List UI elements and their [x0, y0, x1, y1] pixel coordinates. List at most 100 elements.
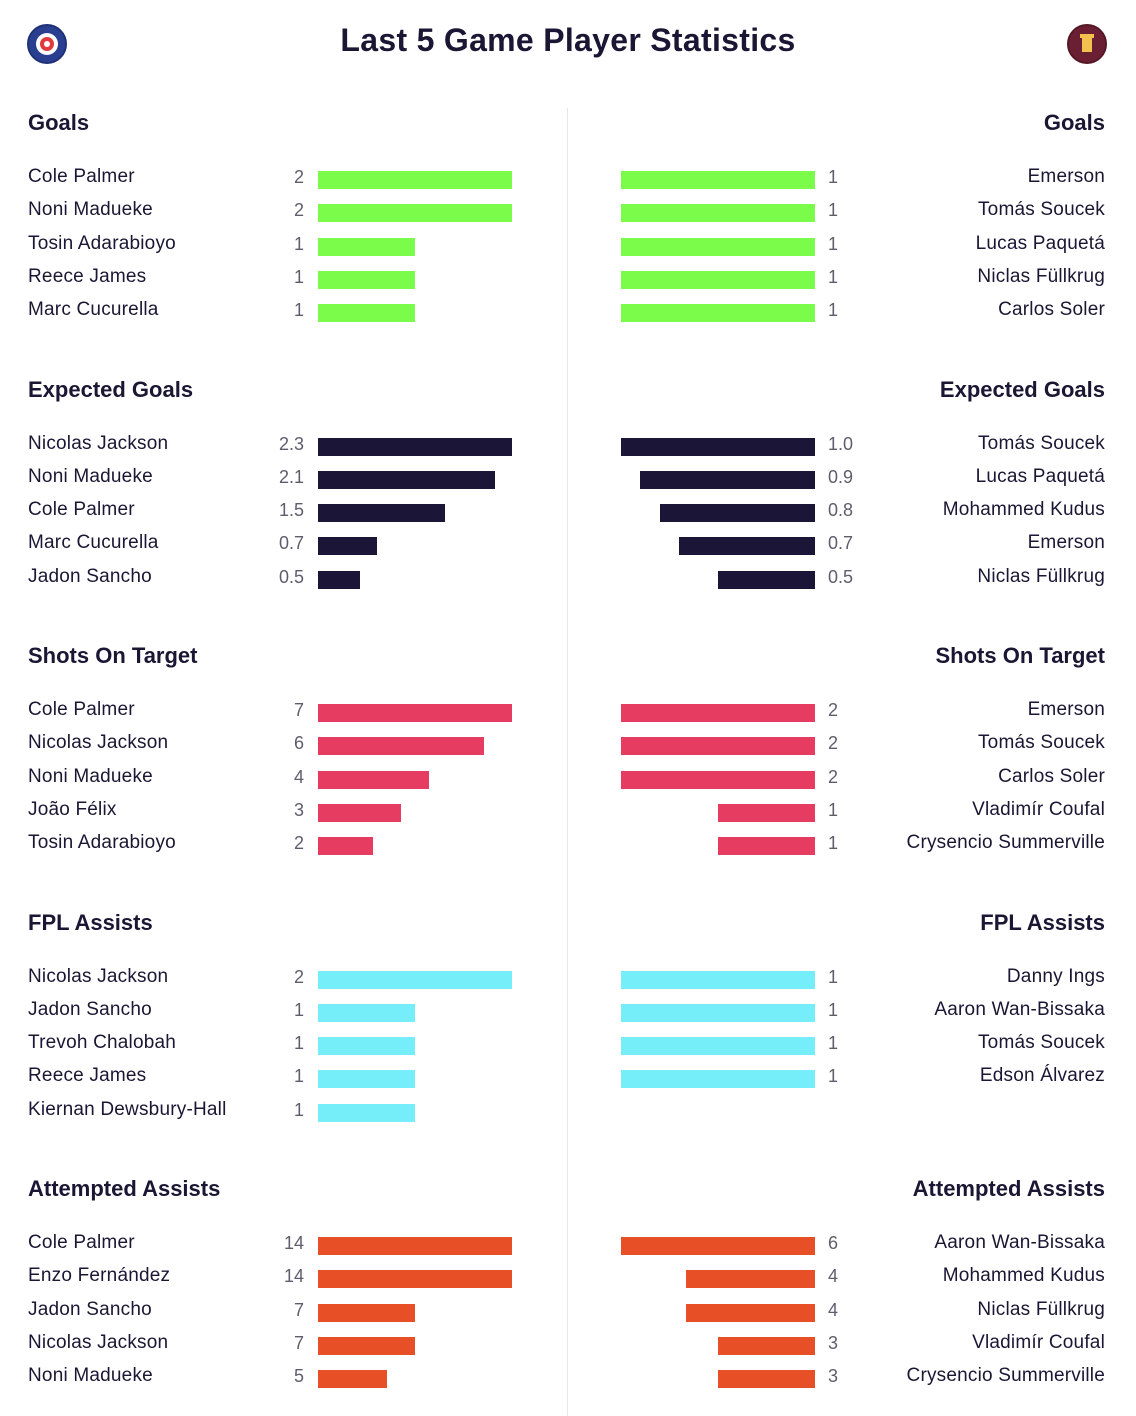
right-bar — [640, 470, 815, 489]
right-player-name: Mohammed Kudus — [942, 1265, 1105, 1287]
right-player-name: Tomás Soucek — [977, 432, 1105, 454]
right-player-name: Niclas Füllkrug — [977, 565, 1105, 587]
right-data-label: 1 — [828, 833, 839, 854]
right-player-name: Emerson — [1027, 532, 1105, 554]
right-section-title: Expected Goals — [939, 376, 1105, 402]
right-bar — [718, 570, 815, 589]
left-data-label: 1 — [293, 266, 304, 287]
left-player-name: Noni Madueke — [28, 465, 153, 487]
left-bar — [318, 537, 377, 556]
left-data-label: 6 — [293, 733, 304, 754]
left-player-name: Nicolas Jackson — [28, 965, 169, 987]
left-data-label: 1 — [293, 1066, 304, 1087]
right-player-name: Tomás Soucek — [977, 732, 1105, 754]
left-bar — [318, 171, 512, 189]
left-bar — [318, 1370, 387, 1389]
right-bar — [621, 704, 815, 722]
right-player-name: Carlos Soler — [998, 299, 1105, 321]
left-data-label: 2 — [293, 833, 304, 854]
right-data-label: 1 — [828, 266, 839, 287]
right-data-label: 2 — [828, 733, 839, 754]
right-bar — [621, 970, 815, 989]
left-player-name: Enzo Fernández — [28, 1265, 171, 1287]
left-section-title: FPL Assists — [28, 909, 153, 935]
right-section-title: FPL Assists — [980, 909, 1105, 935]
left-player-name: Cole Palmer — [28, 699, 135, 720]
left-data-label: 2 — [293, 200, 304, 221]
left-data-label: 0.5 — [278, 566, 304, 587]
right-data-label: 1 — [828, 200, 839, 221]
left-bar — [318, 1037, 415, 1056]
right-bar — [621, 270, 815, 289]
left-bar — [318, 704, 512, 722]
right-player-name: Lucas Paquetá — [975, 465, 1105, 487]
right-data-label: 1 — [828, 966, 839, 987]
left-bar — [318, 1103, 415, 1122]
center-divider — [567, 108, 568, 1416]
left-section-title: Attempted Assists — [28, 1176, 221, 1201]
left-player-name: Cole Palmer — [28, 1232, 135, 1253]
left-data-label: 7 — [293, 700, 304, 720]
right-player-name: Vladimír Coufal — [972, 1331, 1105, 1353]
header: Last 5 Game Player Statistics — [0, 0, 1136, 90]
left-bar — [318, 304, 415, 323]
left-data-label: 7 — [293, 1299, 304, 1320]
right-bar — [621, 171, 815, 189]
left-bar — [318, 1070, 415, 1089]
left-data-label: 7 — [293, 1332, 304, 1353]
right-bar — [686, 1303, 815, 1322]
right-data-label: 1 — [828, 999, 839, 1020]
right-data-label: 1 — [828, 233, 839, 254]
right-bar — [621, 1070, 815, 1089]
right-section-title: Attempted Assists — [912, 1176, 1105, 1201]
left-bar — [318, 437, 512, 456]
right-data-label: 1.0 — [828, 433, 854, 454]
left-player-name: Cole Palmer — [28, 499, 135, 521]
left-bar — [318, 470, 495, 489]
left-player-name: Tosin Adarabioyo — [28, 232, 176, 254]
left-data-label: 1 — [293, 300, 304, 321]
right-player-name: Emerson — [1027, 699, 1105, 720]
left-player-name: Marc Cucurella — [28, 299, 159, 321]
right-data-label: 1 — [828, 1033, 839, 1054]
left-data-label: 14 — [283, 1233, 304, 1253]
left-data-label: 2.3 — [278, 433, 304, 454]
left-bar — [318, 803, 401, 822]
right-data-label: 0.5 — [828, 566, 854, 587]
left-player-name: Cole Palmer — [28, 166, 135, 187]
left-bar — [318, 270, 415, 289]
left-player-name: Nicolas Jackson — [28, 732, 169, 754]
right-data-label: 1 — [828, 300, 839, 321]
left-bar — [318, 1270, 512, 1289]
right-player-name: Mohammed Kudus — [942, 499, 1105, 521]
left-player-name: Jadon Sancho — [28, 565, 152, 587]
left-player-name: Noni Madueke — [28, 199, 153, 221]
left-player-name: Noni Madueke — [28, 1365, 153, 1387]
right-data-label: 1 — [828, 167, 839, 187]
right-bar — [621, 304, 815, 323]
right-bar — [718, 837, 815, 856]
right-bar — [621, 1037, 815, 1056]
left-player-name: Nicolas Jackson — [28, 1331, 169, 1353]
right-data-label: 2 — [828, 700, 839, 720]
right-data-label: 0.7 — [828, 533, 854, 554]
right-player-name: Niclas Füllkrug — [977, 265, 1105, 287]
left-player-name: Reece James — [28, 1065, 147, 1087]
right-bar — [718, 1370, 815, 1389]
right-bar — [621, 1237, 815, 1255]
right-data-label: 6 — [828, 1233, 839, 1253]
right-data-label: 1 — [828, 1066, 839, 1087]
page-title: Last 5 Game Player Statistics — [340, 22, 796, 58]
left-section-title: Expected Goals — [28, 376, 194, 402]
right-data-label: 4 — [828, 1266, 839, 1287]
right-bar — [679, 537, 815, 556]
right-player-name: Emerson — [1027, 166, 1105, 187]
right-bar — [718, 1336, 815, 1355]
left-data-label: 5 — [293, 1366, 304, 1387]
right-bar — [718, 803, 815, 822]
left-data-label: 1 — [293, 1099, 304, 1120]
left-data-label: 4 — [293, 766, 304, 787]
west-ham-badge-icon — [1067, 24, 1107, 64]
left-bar — [318, 1237, 512, 1255]
left-player-name: Jadon Sancho — [28, 998, 152, 1020]
